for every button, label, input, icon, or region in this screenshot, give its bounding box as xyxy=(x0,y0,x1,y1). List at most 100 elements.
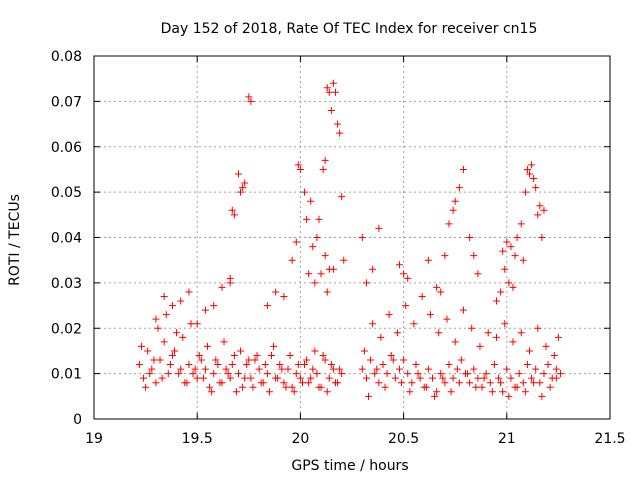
data-point xyxy=(474,270,482,278)
data-point xyxy=(175,370,183,378)
data-point xyxy=(251,356,259,364)
data-point xyxy=(247,97,255,105)
data-point xyxy=(367,356,375,364)
y-tick-label: 0.06 xyxy=(51,140,82,156)
data-point xyxy=(292,238,300,246)
data-point xyxy=(321,356,329,364)
data-point xyxy=(501,320,509,328)
data-point xyxy=(255,365,263,373)
data-point xyxy=(503,365,511,373)
data-point xyxy=(168,351,176,359)
y-tick-label: 0.03 xyxy=(51,276,82,292)
data-point xyxy=(239,383,247,391)
data-point xyxy=(241,179,249,187)
data-point xyxy=(431,392,439,400)
data-point xyxy=(327,106,335,114)
data-point xyxy=(507,243,515,251)
data-point xyxy=(445,361,453,369)
data-point xyxy=(404,274,412,282)
data-point xyxy=(439,374,447,382)
data-point xyxy=(544,361,552,369)
data-point xyxy=(212,356,220,364)
data-point xyxy=(177,297,185,305)
data-point xyxy=(228,206,236,214)
data-point xyxy=(406,388,414,396)
y-tick-label: 0.08 xyxy=(51,49,82,65)
data-point xyxy=(511,252,519,260)
data-point xyxy=(284,365,292,373)
data-point xyxy=(552,374,560,382)
grid xyxy=(94,56,610,419)
data-point xyxy=(381,383,389,391)
data-point xyxy=(313,370,321,378)
data-point xyxy=(278,365,286,373)
data-point xyxy=(234,170,242,178)
data-point xyxy=(286,351,294,359)
data-point xyxy=(245,93,253,101)
data-point xyxy=(206,383,214,391)
data-point xyxy=(457,356,465,364)
data-point xyxy=(517,329,525,337)
data-point xyxy=(201,365,209,373)
data-point xyxy=(162,311,170,319)
data-point xyxy=(433,283,441,291)
data-point xyxy=(179,333,187,341)
data-point xyxy=(441,379,449,387)
data-point xyxy=(160,338,168,346)
data-point xyxy=(265,388,273,396)
x-tick-label: 21 xyxy=(498,431,516,447)
data-point xyxy=(468,324,476,332)
data-point xyxy=(486,379,494,387)
data-point xyxy=(303,215,311,223)
data-point xyxy=(517,220,525,228)
data-point xyxy=(530,379,538,387)
x-axis-label: GPS time / hours xyxy=(291,458,408,474)
data-point xyxy=(313,234,321,241)
data-point xyxy=(402,302,410,310)
data-point xyxy=(466,234,474,241)
data-point xyxy=(319,351,327,359)
data-point xyxy=(526,170,534,178)
data-point xyxy=(336,365,344,373)
data-point xyxy=(534,324,542,332)
data-point xyxy=(210,302,218,310)
data-point xyxy=(257,379,265,387)
data-point xyxy=(152,379,160,387)
data-point xyxy=(424,256,432,264)
data-point xyxy=(173,329,181,337)
y-axis-label: ROTI / TECUs xyxy=(7,194,23,286)
data-point xyxy=(329,265,337,273)
data-point xyxy=(455,379,463,387)
data-point xyxy=(160,292,168,300)
data-point xyxy=(164,370,172,378)
data-point xyxy=(503,238,511,246)
data-point xyxy=(375,224,383,232)
data-point xyxy=(338,370,346,378)
chart-title: Day 152 of 2018, Rate Of TEC Index for r… xyxy=(161,21,538,37)
data-point xyxy=(340,256,348,264)
data-point xyxy=(148,365,156,373)
data-point xyxy=(389,356,397,364)
data-point xyxy=(365,392,373,400)
data-point xyxy=(358,234,366,241)
data-point xyxy=(191,365,199,373)
data-point xyxy=(290,388,298,396)
data-point xyxy=(140,374,148,382)
data-point xyxy=(303,356,311,364)
data-point xyxy=(329,79,337,87)
data-point xyxy=(263,302,271,310)
data-point xyxy=(507,374,515,382)
data-point xyxy=(331,88,339,96)
data-point xyxy=(492,297,500,305)
data-point xyxy=(395,365,403,373)
data-point xyxy=(472,383,480,391)
data-point xyxy=(282,383,290,391)
data-point xyxy=(294,161,302,169)
data-point xyxy=(393,329,401,337)
axis-ticks: 19 19.5 20 20.5 21 21.5 0 0.01 0.02 0.03 0.04 0.05 0… xyxy=(51,49,626,447)
data-point xyxy=(532,365,540,373)
data-point xyxy=(321,156,329,164)
data-point xyxy=(185,288,193,296)
data-point xyxy=(387,351,395,359)
